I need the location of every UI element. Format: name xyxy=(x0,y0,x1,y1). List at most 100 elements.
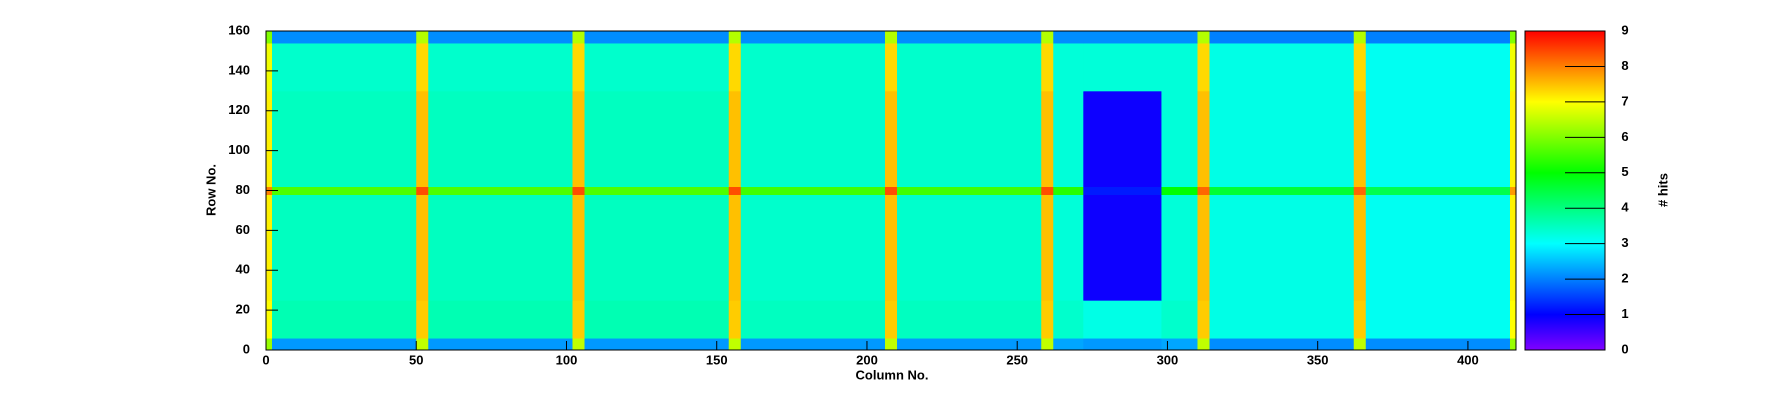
heatmap-cell xyxy=(1365,300,1511,339)
heatmap-cell xyxy=(728,300,742,339)
heatmap-cell xyxy=(1509,338,1517,351)
heatmap-cell xyxy=(572,31,586,44)
heatmap-cell xyxy=(272,186,417,195)
heatmap-cell xyxy=(428,42,573,92)
heatmap-cell xyxy=(1197,300,1211,339)
y-tick-label: 160 xyxy=(228,22,250,37)
heatmap-cell xyxy=(1353,31,1367,44)
heatmap-cell xyxy=(728,90,742,188)
heatmap-cell xyxy=(728,194,742,301)
heatmap-cell xyxy=(1041,90,1054,188)
heatmap-cell xyxy=(1053,194,1084,301)
heatmap-cell xyxy=(1197,31,1211,44)
colorbar-tick-label: 1 xyxy=(1621,306,1628,321)
heatmap-cell xyxy=(584,300,730,339)
heatmap-cell xyxy=(728,31,742,44)
colorbar-tick-label: 7 xyxy=(1621,93,1628,108)
heatmap-cell xyxy=(428,300,573,339)
heatmap-cell xyxy=(1365,90,1511,188)
heatmap-cell xyxy=(897,194,1042,301)
heatmap-cell xyxy=(266,90,273,188)
heatmap-cell xyxy=(1365,186,1511,195)
heatmap-cell xyxy=(584,338,730,351)
heatmap-cell xyxy=(1353,42,1367,92)
colorbar-tick-label: 3 xyxy=(1621,235,1628,250)
heatmap-cell xyxy=(416,300,429,339)
heatmap-cell xyxy=(1197,194,1211,301)
heatmap-cell xyxy=(272,42,417,92)
heatmap-cell xyxy=(1209,31,1355,44)
heatmap-cell xyxy=(1053,300,1084,339)
heatmap-cell xyxy=(584,42,730,92)
heatmap-cell xyxy=(1509,300,1517,339)
heatmap-cell xyxy=(584,90,730,188)
heatmap-cell xyxy=(884,42,898,92)
heatmap-cell xyxy=(1053,186,1084,195)
heatmap-cell xyxy=(416,338,429,351)
heatmap-cell xyxy=(428,31,573,44)
colorbar-tick-label: 5 xyxy=(1621,164,1628,179)
heatmap-cell xyxy=(740,300,886,339)
heatmap-cell xyxy=(740,90,886,188)
heatmap-cell xyxy=(1209,300,1355,339)
heatmap-cell xyxy=(266,300,273,339)
heatmap-cell xyxy=(740,42,886,92)
heatmap-cell xyxy=(897,31,1042,44)
heatmap-cell xyxy=(1161,300,1198,339)
x-tick-label: 0 xyxy=(262,352,269,367)
x-tick-label: 350 xyxy=(1307,352,1329,367)
heatmap-cell xyxy=(897,90,1042,188)
colorbar-tick-label: 0 xyxy=(1621,341,1628,356)
x-tick-label: 50 xyxy=(409,352,423,367)
x-tick-label: 100 xyxy=(556,352,578,367)
y-tick-label: 80 xyxy=(236,182,250,197)
heatmap-cell xyxy=(1041,194,1054,301)
heatmap-cell xyxy=(884,31,898,44)
heatmap-cell xyxy=(1053,42,1084,92)
heatmap-cell xyxy=(572,186,586,195)
heatmap-cell xyxy=(1209,194,1355,301)
heatmap-cell xyxy=(1161,31,1198,44)
heatmap-cell xyxy=(728,338,742,351)
heatmap-cell xyxy=(897,300,1042,339)
heatmap-cell xyxy=(884,338,898,351)
heatmap-cell xyxy=(266,31,273,44)
y-tick-label: 60 xyxy=(236,222,250,237)
heatmap-cell xyxy=(884,194,898,301)
heatmap-cell xyxy=(1509,90,1517,188)
heatmap-cell xyxy=(1041,300,1054,339)
y-tick-label: 20 xyxy=(236,302,250,317)
heatmap-cell xyxy=(272,194,417,301)
x-axis-label: Column No. xyxy=(856,367,929,382)
heatmap-cell xyxy=(572,194,586,301)
y-tick-label: 120 xyxy=(228,102,250,117)
heatmap-cell xyxy=(1161,42,1198,92)
x-tick-label: 300 xyxy=(1157,352,1179,367)
heatmap-cell xyxy=(1161,90,1198,188)
heatmap-cell xyxy=(728,42,742,92)
colorbar-tick-label: 8 xyxy=(1621,58,1628,73)
heatmap-cell xyxy=(572,300,586,339)
heatmap-cell xyxy=(884,300,898,339)
heatmap-cell xyxy=(428,338,573,351)
heatmap-cell xyxy=(1041,31,1054,44)
heatmap-cell xyxy=(1053,90,1084,188)
x-tick-label: 200 xyxy=(856,352,878,367)
heatmap-cell xyxy=(884,186,898,195)
heatmap-cell xyxy=(1353,338,1367,351)
heatmap-cell xyxy=(1041,338,1054,351)
heatmap-cell xyxy=(428,90,573,188)
heatmap-cell xyxy=(1197,42,1211,92)
heatmap-cell xyxy=(1083,90,1162,188)
heatmap-cell xyxy=(1209,338,1355,351)
heatmap-cell xyxy=(740,338,886,351)
heatmap-cell xyxy=(1161,186,1198,195)
heatmap-cell xyxy=(1083,338,1162,351)
heatmap-cell xyxy=(1509,31,1517,44)
heatmap-cell xyxy=(428,194,573,301)
colorbar xyxy=(1524,30,1606,351)
x-tick-label: 250 xyxy=(1006,352,1028,367)
heatmap-cell xyxy=(1197,186,1211,195)
heatmap-cell xyxy=(416,194,429,301)
heatmap-cell xyxy=(1353,186,1367,195)
